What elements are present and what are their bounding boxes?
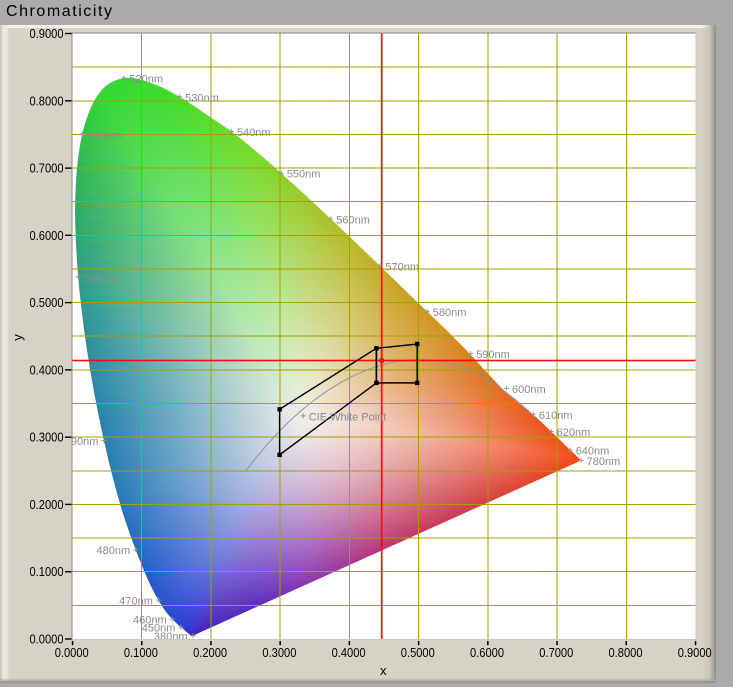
- svg-text:500nm: 500nm: [84, 272, 118, 284]
- svg-text:0.1000: 0.1000: [124, 645, 158, 660]
- svg-text:450nm: 450nm: [142, 623, 176, 635]
- svg-text:510nm: 510nm: [88, 130, 122, 142]
- svg-text:380nm: 380nm: [154, 631, 188, 643]
- svg-text:0.5000: 0.5000: [30, 295, 64, 310]
- svg-text:0.4000: 0.4000: [30, 362, 64, 377]
- svg-text:0.3000: 0.3000: [30, 430, 64, 445]
- svg-text:560nm: 560nm: [336, 214, 370, 226]
- svg-text:590nm: 590nm: [476, 349, 510, 361]
- svg-text:600nm: 600nm: [512, 384, 546, 396]
- svg-text:0.6000: 0.6000: [30, 228, 64, 243]
- svg-text:460nm: 460nm: [133, 615, 167, 627]
- svg-text:780nm: 780nm: [587, 456, 621, 468]
- svg-text:0.8000: 0.8000: [30, 93, 64, 108]
- svg-text:480nm: 480nm: [97, 545, 131, 557]
- svg-text:640nm: 640nm: [576, 446, 610, 458]
- svg-text:610nm: 610nm: [539, 410, 573, 422]
- svg-text:530nm: 530nm: [185, 92, 219, 104]
- svg-text:490nm: 490nm: [65, 436, 99, 448]
- svg-text:540nm: 540nm: [237, 127, 271, 139]
- svg-text:0.0000: 0.0000: [30, 632, 64, 647]
- svg-text:0.7000: 0.7000: [539, 645, 573, 660]
- svg-text:0.2000: 0.2000: [30, 497, 64, 512]
- svg-text:0.5000: 0.5000: [401, 645, 435, 660]
- svg-text:550nm: 550nm: [287, 169, 321, 181]
- svg-text:580nm: 580nm: [433, 307, 467, 319]
- svg-text:520nm: 520nm: [129, 74, 163, 86]
- svg-text:0.7000: 0.7000: [30, 161, 64, 176]
- svg-text:0.4000: 0.4000: [332, 645, 366, 660]
- svg-text:0.8000: 0.8000: [609, 645, 643, 660]
- svg-text:0.9000: 0.9000: [30, 26, 64, 41]
- svg-text:0.9000: 0.9000: [678, 645, 712, 660]
- svg-text:0.1000: 0.1000: [30, 564, 64, 579]
- svg-text:470nm: 470nm: [119, 596, 153, 608]
- svg-text:620nm: 620nm: [557, 427, 591, 439]
- svg-text:0.3000: 0.3000: [262, 645, 296, 660]
- svg-text:0.6000: 0.6000: [470, 645, 504, 660]
- svg-text:CIE White Point: CIE White Point: [309, 411, 387, 423]
- svg-text:0.0000: 0.0000: [55, 645, 89, 660]
- svg-text:570nm: 570nm: [385, 261, 419, 273]
- svg-text:0.2000: 0.2000: [193, 645, 227, 660]
